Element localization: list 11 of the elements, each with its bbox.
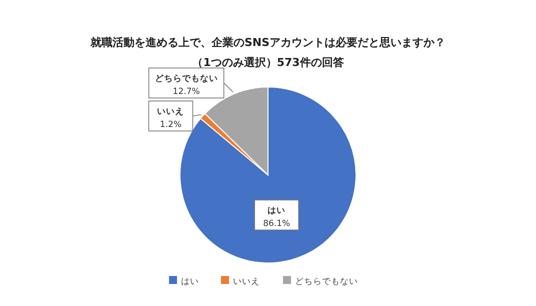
slice-label: いいえ bbox=[157, 106, 184, 117]
slice-label: はい bbox=[268, 206, 286, 216]
chart-title: 就職活動を進める上で、企業のSNSアカウントは必要だと思いますか？ bbox=[89, 36, 446, 49]
data-label: 12.7% bbox=[172, 86, 200, 97]
chart-subtitle: （1つのみ選択）573件の回答 bbox=[192, 56, 345, 69]
legend-label: どちらでもない bbox=[295, 277, 358, 287]
slice-label: どちらでもない bbox=[154, 74, 218, 84]
legend-label: はい bbox=[181, 277, 199, 287]
data-label: 86.1% bbox=[263, 219, 290, 229]
data-label: 1.2% bbox=[160, 120, 182, 130]
legend-label: いいえ bbox=[233, 277, 260, 287]
